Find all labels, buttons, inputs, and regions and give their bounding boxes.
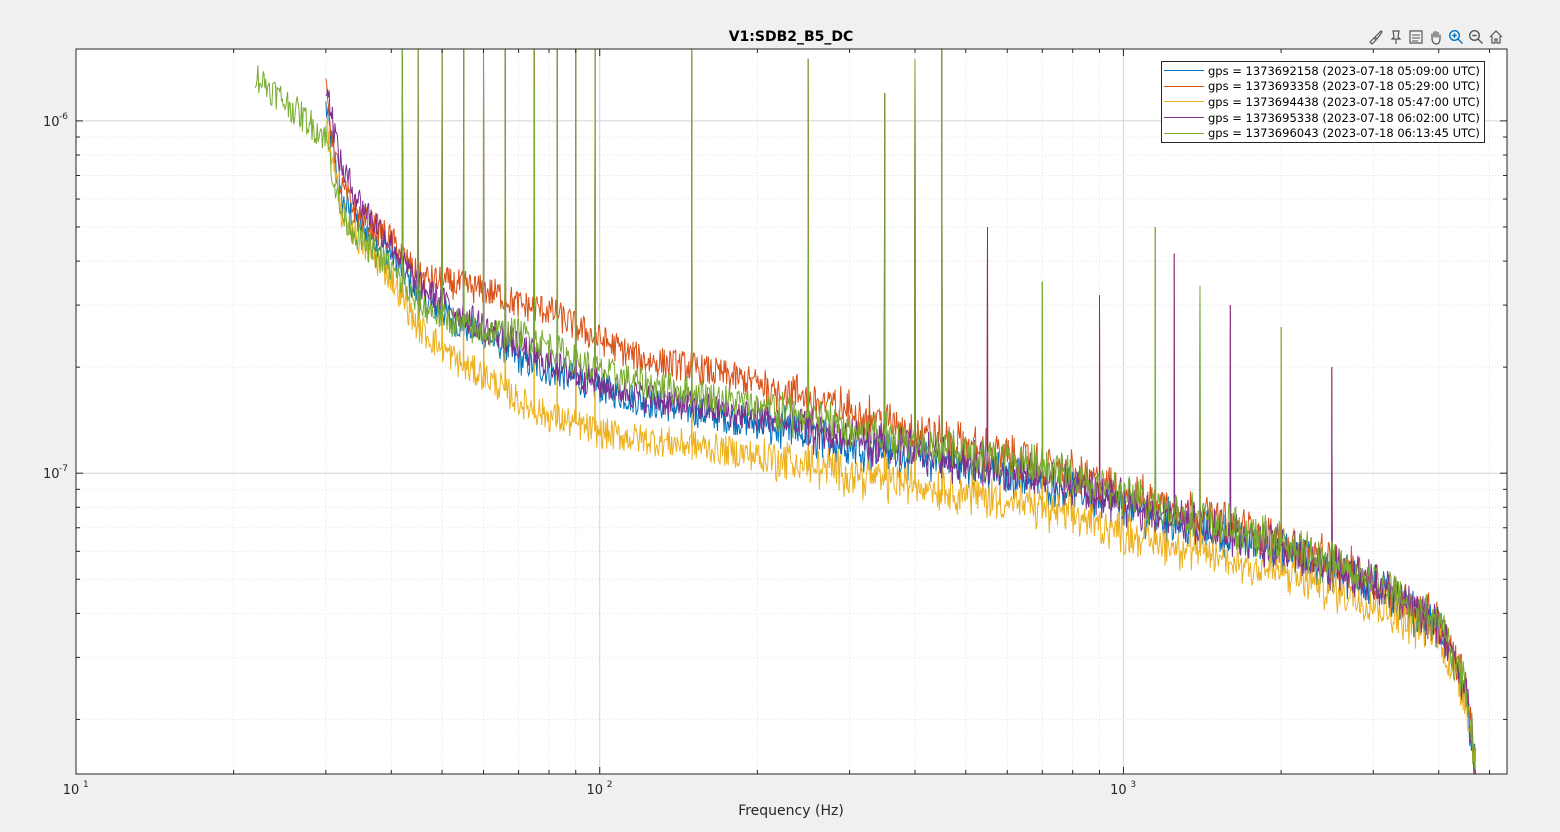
y-tick-label: 10 <box>43 115 60 130</box>
legend-swatch <box>1164 132 1204 134</box>
series-lines <box>254 48 1476 775</box>
legend-swatch <box>1164 101 1204 103</box>
x-tick-label-exponent: 2 <box>607 780 613 790</box>
legend-swatch <box>1164 70 1204 72</box>
legend-entry[interactable]: gps = 1373693358 (2023-07-18 05:29:00 UT… <box>1164 79 1480 95</box>
zoom-in-icon[interactable] <box>1447 28 1465 46</box>
series-line-5 <box>254 48 1476 770</box>
axes-toolbar <box>1367 28 1505 46</box>
zoom-out-icon[interactable] <box>1467 28 1485 46</box>
legend-label: gps = 1373692158 (2023-07-18 05:09:00 UT… <box>1208 63 1480 78</box>
home-icon[interactable] <box>1487 28 1505 46</box>
chart-legend[interactable]: gps = 1373692158 (2023-07-18 05:09:00 UT… <box>1161 61 1485 143</box>
x-tick-label-exponent: 3 <box>1130 780 1136 790</box>
y-tick-label-exponent: -7 <box>59 464 68 474</box>
x-tick-label: 10 <box>586 783 603 798</box>
legend-label: gps = 1373694438 (2023-07-18 05:47:00 UT… <box>1208 94 1480 109</box>
legend-swatch <box>1164 117 1204 119</box>
x-axis-label: Frequency (Hz) <box>738 803 844 819</box>
legend-label: gps = 1373695338 (2023-07-18 06:02:00 UT… <box>1208 110 1480 125</box>
brush-icon[interactable] <box>1367 28 1385 46</box>
x-tick-label: 10 <box>63 783 80 798</box>
plot-border <box>75 48 1508 775</box>
axis-ticks: 10 1 10 2 10 310 -610 -7 <box>43 49 1507 798</box>
legend-entry[interactable]: gps = 1373696043 (2023-07-18 06:13:45 UT… <box>1164 125 1480 141</box>
pan-hand-icon[interactable] <box>1427 28 1445 46</box>
legend-label: gps = 1373693358 (2023-07-18 05:29:00 UT… <box>1208 79 1480 94</box>
chart-title: V1:SDB2_B5_DC <box>729 29 854 45</box>
datatip-icon[interactable] <box>1387 28 1405 46</box>
legend-entry[interactable]: gps = 1373694438 (2023-07-18 05:47:00 UT… <box>1164 94 1480 110</box>
legend-swatch <box>1164 85 1204 87</box>
y-tick-label: 10 <box>43 467 60 482</box>
series-line-2 <box>325 48 1476 775</box>
y-tick-label-exponent: -6 <box>59 112 68 122</box>
x-tick-label-exponent: 1 <box>83 780 89 790</box>
legend-icon[interactable] <box>1407 28 1425 46</box>
x-tick-label: 10 <box>1110 783 1127 798</box>
legend-label: gps = 1373696043 (2023-07-18 06:13:45 UT… <box>1208 126 1480 141</box>
series-line-3 <box>325 48 1476 775</box>
legend-entry[interactable]: gps = 1373695338 (2023-07-18 06:02:00 UT… <box>1164 110 1480 126</box>
legend-entry[interactable]: gps = 1373692158 (2023-07-18 05:09:00 UT… <box>1164 63 1480 79</box>
